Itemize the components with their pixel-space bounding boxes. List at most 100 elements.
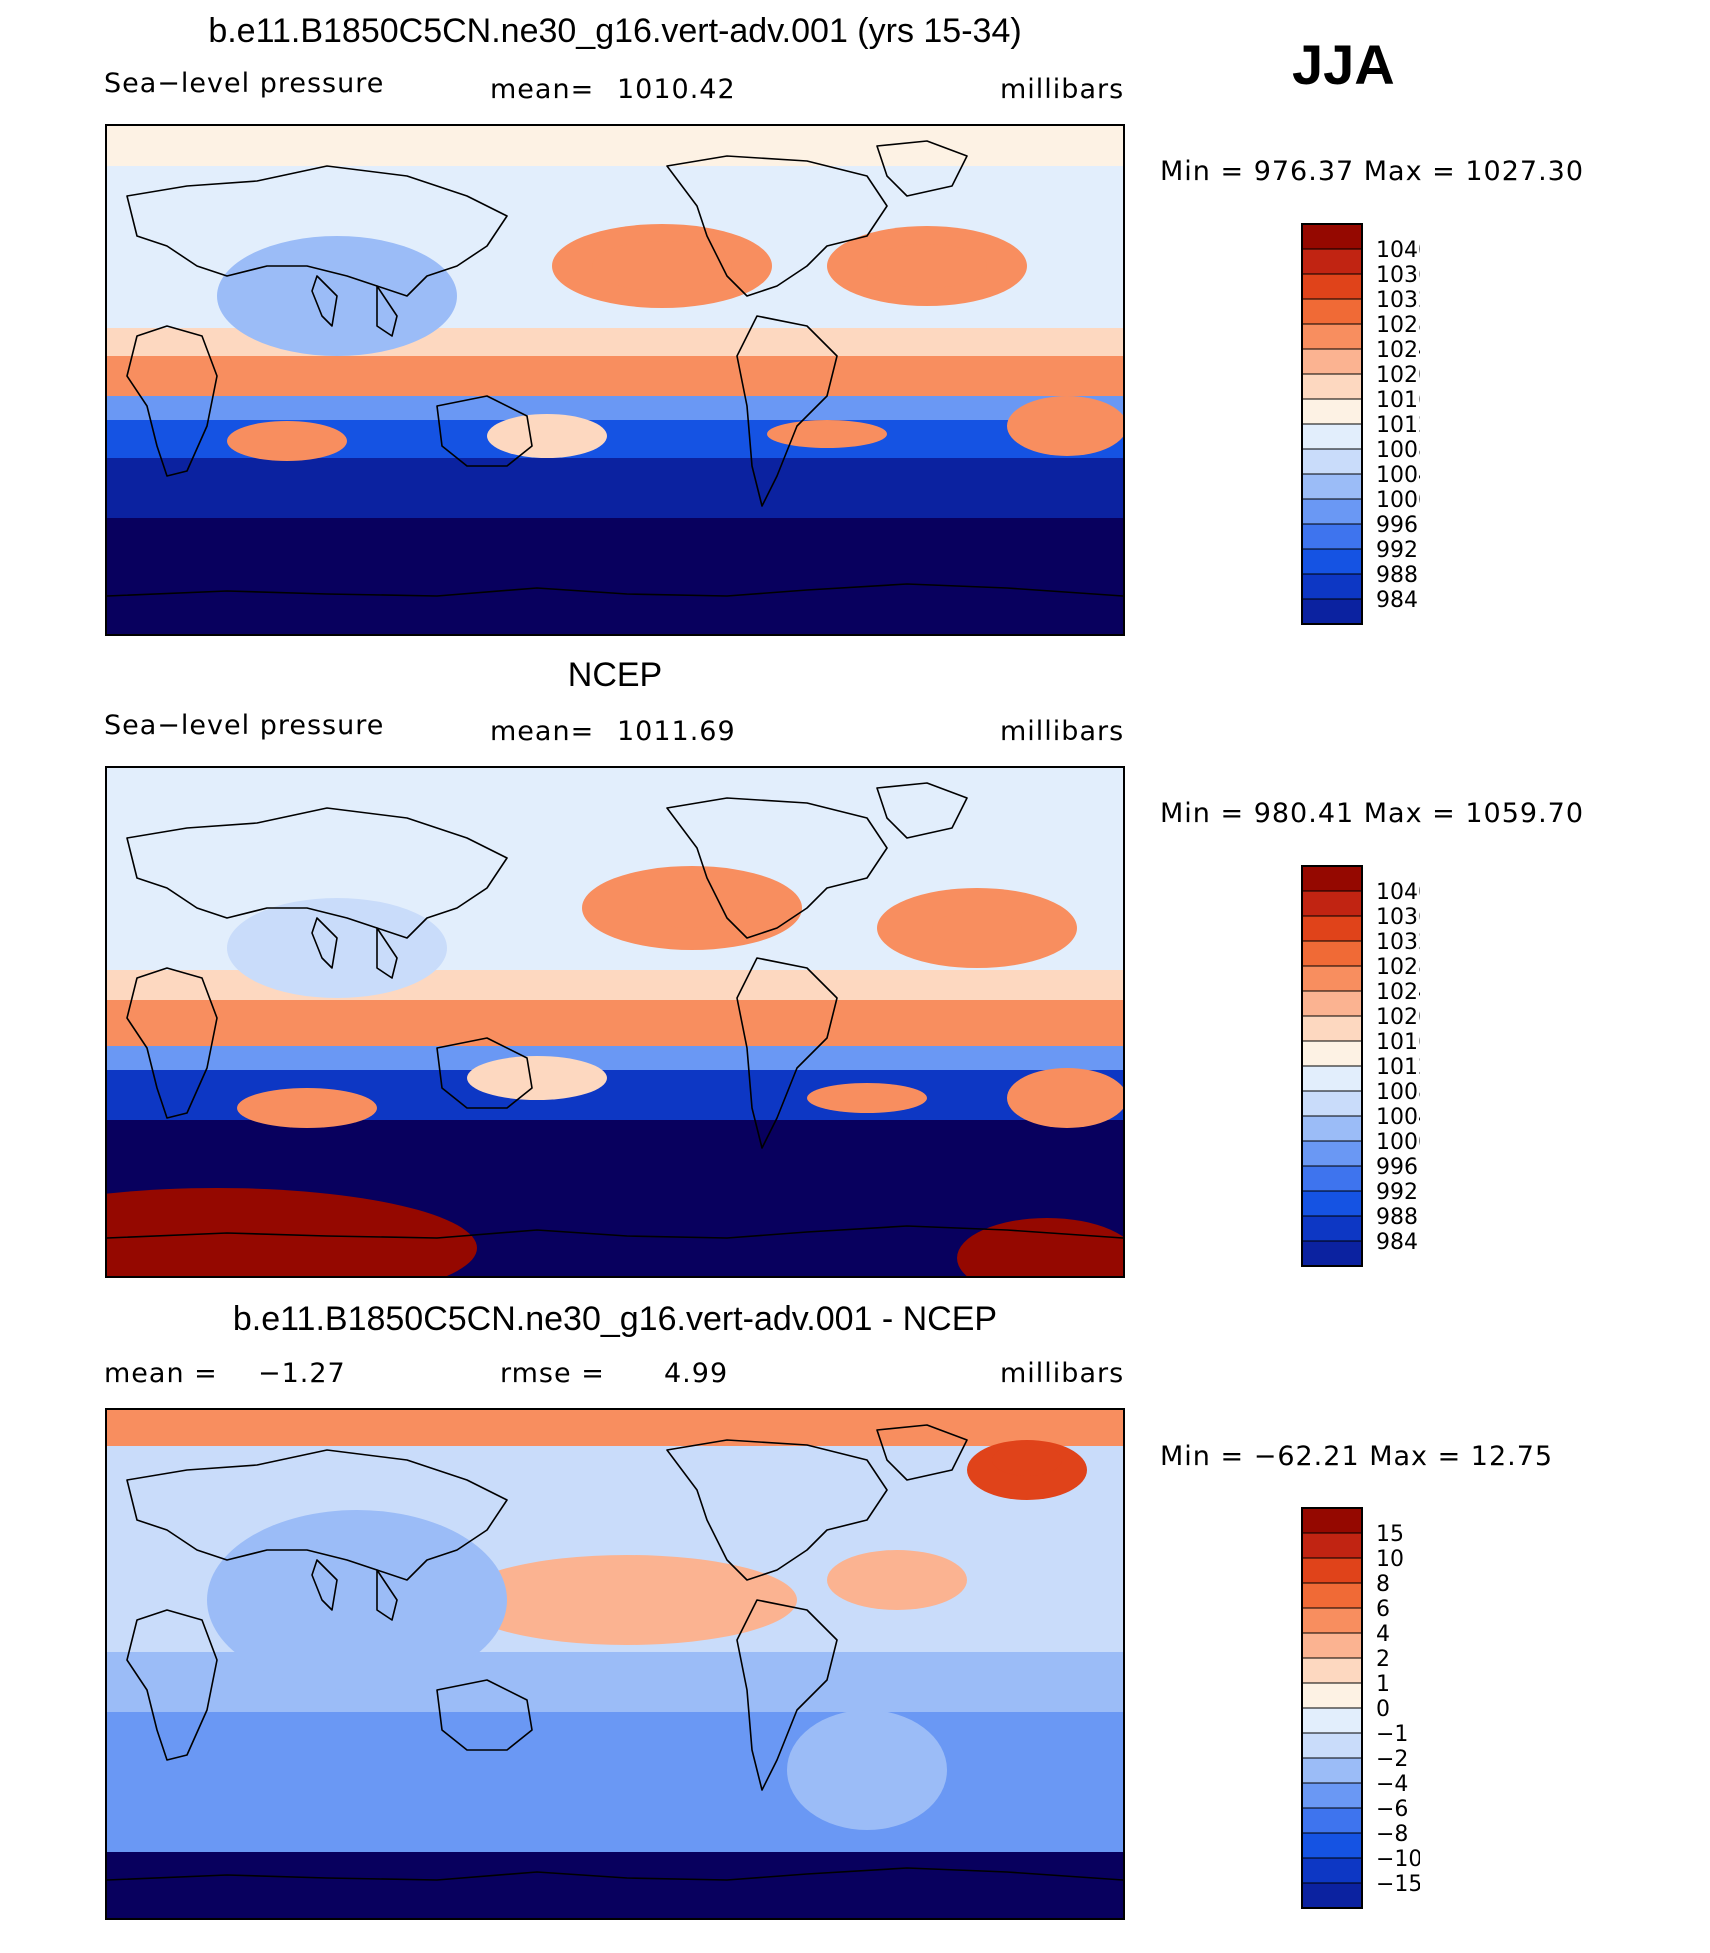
panel1-contour-blob-3 xyxy=(867,244,987,288)
panel1-band-8 xyxy=(107,126,1123,166)
panel1-colorbar-label: 992 xyxy=(1376,538,1418,563)
panel1-colorbar-box-11 xyxy=(1301,498,1363,525)
panel2-coast-0 xyxy=(126,967,218,1119)
panel2-coast-4 xyxy=(436,1037,533,1109)
panel3-colorbar-box-14 xyxy=(1301,1857,1363,1884)
panel2-colorbar-box-14 xyxy=(1301,1215,1363,1242)
panel2-colorbar-box-3 xyxy=(1301,940,1363,967)
panel1-variable: Sea−level pressure xyxy=(104,68,385,99)
panel1-coast-1 xyxy=(126,165,508,297)
panel2-colorbar-box-13 xyxy=(1301,1190,1363,1217)
panel2-variable: Sea−level pressure xyxy=(104,710,385,741)
panel2-colorbar-label: 1024 xyxy=(1376,980,1420,1005)
panel3-colorbar-box-5 xyxy=(1301,1632,1363,1659)
panel3-coast-4 xyxy=(436,1679,533,1751)
panel3-rmse-value: 4.99 xyxy=(664,1358,729,1389)
panel2-contour-blob-3 xyxy=(932,912,1022,944)
panel3-coast-3 xyxy=(376,1569,398,1621)
panel1-map-svg xyxy=(107,126,1123,634)
panel2-colorbar-box-10 xyxy=(1301,1115,1363,1142)
panel3-stats: Min = −62.21 Max = 12.75 xyxy=(1160,1441,1554,1472)
panel2-colorbar-label: 988 xyxy=(1376,1205,1418,1230)
panel3-contour-blob-4 xyxy=(207,1510,507,1690)
panel1-colorbar-box-6 xyxy=(1301,373,1363,400)
panel1-colorbar-label: 1028 xyxy=(1376,313,1420,338)
panel1-coast-5 xyxy=(666,155,888,297)
season-label: JJA xyxy=(1292,33,1395,96)
panel1-band-1 xyxy=(107,456,1123,518)
panel1-title: b.e11.B1850C5CN.ne30_g16.vert-adv.001 (y… xyxy=(208,12,1022,50)
panel2-coastlines xyxy=(107,782,1123,1239)
panel1-mean-value: 1010.42 xyxy=(617,74,736,105)
panel1-colorbar-label: 988 xyxy=(1376,563,1418,588)
panel3-coast-5 xyxy=(666,1439,888,1581)
panel3-band-0 xyxy=(107,1850,1123,1918)
panel3-colorbar-label: −6 xyxy=(1376,1797,1408,1822)
panel1-coastlines xyxy=(107,140,1123,597)
panel3-colorbar-label: −10 xyxy=(1376,1847,1420,1872)
panel3-colorbar-label: 10 xyxy=(1376,1547,1404,1572)
panel2-colorbar-box-0 xyxy=(1301,865,1363,892)
panel2-map-svg xyxy=(107,768,1123,1276)
panel2-contour-blob-1 xyxy=(637,888,747,928)
panel3-colorbar-box-15 xyxy=(1301,1882,1363,1909)
panel3-map xyxy=(105,1408,1125,1920)
panel1-colorbar-box-4 xyxy=(1301,323,1363,350)
panel3-map-svg xyxy=(107,1410,1123,1918)
panel1-stats: Min = 976.37 Max = 1027.30 xyxy=(1160,156,1585,187)
panel1-colorbar-label: 996 xyxy=(1376,513,1418,538)
panel2-colorbar-label: 1012 xyxy=(1376,1055,1420,1080)
panel1-contour-blob-6 xyxy=(767,420,887,448)
panel3-colorbar-box-12 xyxy=(1301,1807,1363,1834)
panel1-colorbar-box-0 xyxy=(1301,223,1363,250)
panel2-coast-7 xyxy=(736,957,838,1149)
panel2-colorbar-box-9 xyxy=(1301,1090,1363,1117)
panel1-coast-7 xyxy=(736,315,838,507)
panel1-contour-blob-5 xyxy=(227,421,347,461)
panel2-colorbar-box-15 xyxy=(1301,1240,1363,1267)
panel2-colorbar-box-4 xyxy=(1301,965,1363,992)
panel3-contour-blob-3 xyxy=(992,1444,1062,1476)
panel1-colorbar-label: 1032 xyxy=(1376,288,1420,313)
panel1-colorbar-box-14 xyxy=(1301,573,1363,600)
panel1-colorbar-box-5 xyxy=(1301,348,1363,375)
panel2-mean-label: mean= xyxy=(490,716,595,747)
panel1-colorbar-label: 1004 xyxy=(1376,463,1420,488)
panel2-colorbar-label: 984 xyxy=(1376,1230,1418,1255)
panel2-colorbar-label: 992 xyxy=(1376,1180,1418,1205)
panel3-colorbar-label: −1 xyxy=(1376,1722,1408,1747)
panel2-coast-3 xyxy=(376,927,398,979)
panel1-contour-blob-1 xyxy=(592,241,732,291)
panel3-coast-1 xyxy=(126,1449,508,1581)
panel2-stats: Min = 980.41 Max = 1059.70 xyxy=(1160,798,1585,829)
panel2-colorbar-box-6 xyxy=(1301,1015,1363,1042)
panel1-coast-0 xyxy=(126,325,218,477)
panel2-colorbar-label: 1032 xyxy=(1376,930,1420,955)
panel1-colorbar-box-9 xyxy=(1301,448,1363,475)
panel1-coast-3 xyxy=(376,285,398,337)
panel3-colorbar-box-7 xyxy=(1301,1682,1363,1709)
panel3-colorbar-box-1 xyxy=(1301,1532,1363,1559)
panel1-colorbar-box-13 xyxy=(1301,548,1363,575)
panel3-coast-6 xyxy=(876,1424,968,1481)
panel2-colorbar-box-5 xyxy=(1301,990,1363,1017)
panel1-band-0 xyxy=(107,516,1123,634)
panel2-colorbar-label: 1028 xyxy=(1376,955,1420,980)
panel3-band-1 xyxy=(107,1710,1123,1852)
panel2-band-5 xyxy=(107,1000,1123,1046)
panel1-colorbar-label: 984 xyxy=(1376,588,1418,613)
panel2-units: millibars xyxy=(1000,716,1125,747)
panel1-band-5 xyxy=(107,356,1123,396)
panel2-colorbar-box-8 xyxy=(1301,1065,1363,1092)
panel1-colorbar-box-1 xyxy=(1301,248,1363,275)
panel2-colorbar-box-7 xyxy=(1301,1040,1363,1067)
panel3-contour-blob-1 xyxy=(827,1550,967,1610)
panel2-contour-blob-8 xyxy=(1007,1068,1123,1128)
panel3-colorbar-label: 6 xyxy=(1376,1597,1390,1622)
panel3-colorbar-label: 15 xyxy=(1376,1522,1404,1547)
panel2-colorbar-box-1 xyxy=(1301,890,1363,917)
panel3-colorbar-label: 4 xyxy=(1376,1622,1390,1647)
panel3-colorbar-box-10 xyxy=(1301,1757,1363,1784)
panel3-mean-label: mean = xyxy=(104,1358,218,1389)
